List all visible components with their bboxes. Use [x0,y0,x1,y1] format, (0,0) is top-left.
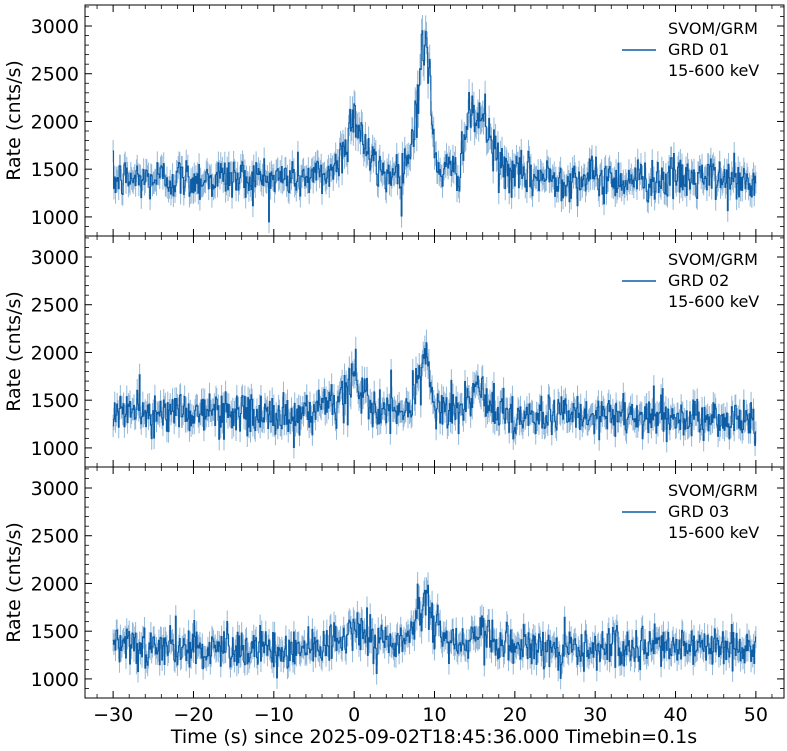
panels: 1000 1500 2000 2500 3000 Rate (cnts/s) SVOM/GR… [3,4,785,726]
panel-3: −30 −20 −10 0 10 20 30 40 50 1000 1500 2000 2500 3000… [3,466,785,726]
y-tick-label: 1500 [31,159,79,181]
x-tick-label: −20 [173,704,213,726]
legend-detector: GRD 02 [668,271,729,290]
x-axis-label: Time (s) since 2025-09-02T18:45:36.000 T… [170,726,697,748]
legend-detector: GRD 01 [668,40,729,59]
legend-instrument: SVOM/GRM [668,481,758,500]
y-tick-label: 3000 [31,478,79,500]
legend: SVOM/GRM GRD 01 15-600 keV [622,19,759,80]
legend-instrument: SVOM/GRM [668,19,758,38]
x-tick-label: 30 [583,704,607,726]
legend-detector: GRD 03 [668,502,729,521]
x-tick-label: 10 [422,704,446,726]
legend-energy-band: 15-600 keV [668,61,759,80]
legend: SVOM/GRM GRD 03 15-600 keV [622,481,759,542]
panel-1: 1000 1500 2000 2500 3000 Rate (cnts/s) SVOM/GR… [3,4,785,237]
y-tick-label: 2000 [31,573,79,595]
x-tick-label: −30 [93,704,133,726]
lightcurve-grd-01 [112,30,757,223]
y-tick-label: 1000 [31,669,79,691]
x-tick-label: 0 [348,704,360,726]
y-tick-label: 3000 [31,16,79,38]
y-axis-label: Rate (cnts/s) [3,522,25,643]
y-axis-label: Rate (cnts/s) [3,291,25,412]
x-tick-label: 50 [744,704,768,726]
lightcurve-grd-03 [112,583,757,679]
y-tick-label: 2500 [31,526,79,548]
legend: SVOM/GRM GRD 02 15-600 keV [622,250,759,311]
y-tick-label: 2500 [31,64,79,86]
legend-energy-band: 15-600 keV [668,523,759,542]
y-tick-label: 2000 [31,342,79,364]
lightcurve-grd-02 [112,342,757,449]
y-tick-label: 1000 [31,438,79,460]
y-tick-label: 3000 [31,247,79,269]
x-tick-label: 20 [503,704,527,726]
x-tick-label: 40 [663,704,687,726]
y-axis-label: Rate (cnts/s) [3,60,25,181]
y-tick-label: 2500 [31,295,79,317]
y-tick-label: 2000 [31,111,79,133]
panel-2: 1000 1500 2000 2500 3000 Rate (cnts/s) SVOM/GR… [3,235,785,468]
x-tick-label: −10 [254,704,294,726]
y-tick-label: 1000 [31,207,79,229]
legend-instrument: SVOM/GRM [668,250,758,269]
legend-energy-band: 15-600 keV [668,292,759,311]
y-tick-label: 1500 [31,390,79,412]
y-tick-label: 1500 [31,621,79,643]
